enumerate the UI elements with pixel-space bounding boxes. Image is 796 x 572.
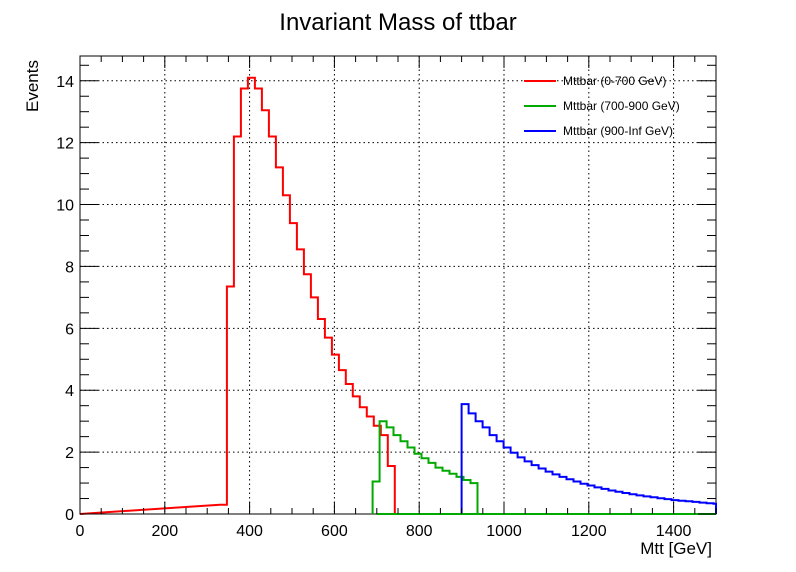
- legend: Mttbar (0-700 GeV) Mttbar (700-900 GeV) …: [524, 74, 680, 138]
- x-tick-label: 800: [406, 523, 433, 540]
- x-axis-title: Mtt [GeV]: [640, 539, 712, 558]
- tick-labels: 0 200 400 600 800 1000 1200 1400 0 2 4 6 8 10 12 14: [56, 74, 691, 540]
- axis-ticks: [79, 56, 717, 515]
- plot-frame: [79, 55, 717, 515]
- y-tick-label: 2: [65, 445, 74, 462]
- y-tick-label: 8: [65, 259, 74, 276]
- y-tick-label: 14: [56, 74, 74, 91]
- y-tick-label: 12: [56, 136, 74, 153]
- x-tick-label: 1000: [486, 523, 522, 540]
- y-tick-label: 4: [65, 383, 74, 400]
- x-tick-label: 1400: [656, 523, 692, 540]
- series-3-histogram: [460, 403, 717, 514]
- series-1-histogram: [79, 76, 396, 515]
- y-tick-label: 6: [65, 321, 74, 338]
- legend-label-700-900: Mttbar (700-900 GeV): [563, 99, 680, 113]
- legend-label-900-inf: Mttbar (900-Inf GeV): [563, 124, 673, 138]
- x-tick-label: 400: [236, 523, 263, 540]
- x-tick-label: 0: [76, 523, 85, 540]
- x-tick-label: 600: [321, 523, 348, 540]
- chart-title: Invariant Mass of ttbar: [279, 9, 516, 36]
- y-axis-title: Events: [23, 60, 42, 112]
- y-tick-label: 0: [65, 507, 74, 524]
- x-tick-label: 200: [151, 523, 178, 540]
- legend-label-0-700: Mttbar (0-700 GeV): [563, 74, 666, 88]
- x-tick-label: 1200: [571, 523, 607, 540]
- y-tick-label: 10: [56, 198, 74, 215]
